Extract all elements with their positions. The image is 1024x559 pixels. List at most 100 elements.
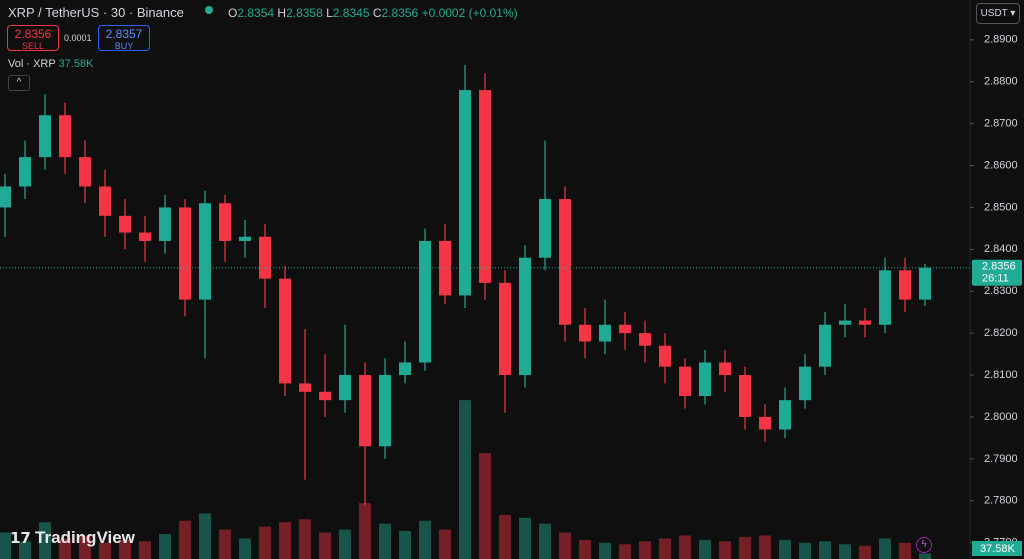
candle-body (19, 157, 31, 187)
candle-body (399, 362, 411, 376)
candle-body (39, 115, 51, 158)
volume-bar (259, 526, 271, 559)
volume-bar (559, 532, 571, 559)
volume-bar (199, 513, 211, 559)
vol-label: Vol · XRP (8, 58, 56, 70)
volume-bar (459, 400, 471, 559)
candle-body (179, 207, 191, 300)
l-value: 2.8345 (332, 6, 370, 20)
candle-body (819, 324, 831, 367)
candle-body (539, 199, 551, 258)
candle-body (139, 232, 151, 241)
candle-body (0, 186, 11, 208)
candle-body (919, 267, 931, 300)
volume-bar (819, 541, 831, 559)
volume-bar (499, 514, 511, 559)
volume-bar (299, 519, 311, 559)
candle-body (79, 157, 91, 187)
volume-bar (39, 522, 51, 559)
volume-bar (439, 529, 451, 559)
y-tick-label: 2.7800 (984, 495, 1018, 507)
change: +0.0002 (+0.01%) (421, 6, 518, 20)
volume-bar (479, 453, 491, 559)
volume-bar (379, 523, 391, 559)
candle-body (579, 324, 591, 342)
l-label: L (326, 6, 333, 20)
volume-bar (799, 542, 811, 559)
candle-body (359, 375, 371, 447)
sell-button[interactable]: 2.8356 SELL (7, 25, 59, 51)
y-tick-label: 2.8900 (984, 34, 1018, 46)
buy-price: 2.8357 (105, 27, 143, 41)
c-label: C (372, 6, 382, 20)
candle-body (859, 320, 871, 325)
candle-body (319, 391, 331, 401)
candle-body (699, 362, 711, 396)
candle-body (759, 416, 771, 430)
countdown: 26:11 (982, 273, 1009, 285)
y-tick-label: 2.8200 (984, 327, 1018, 339)
currency-button[interactable]: USDT ▾ (976, 3, 1020, 24)
logo-text: TradingView (35, 528, 135, 547)
candle-body (519, 257, 531, 376)
volume-bar (0, 532, 11, 559)
volume-bar (399, 531, 411, 559)
candle-body (499, 282, 511, 376)
ohlc: O2.8354 H2.8358 L2.8345 C2.8356 +0.0002 … (228, 6, 518, 20)
symbol[interactable]: XRP / TetherUS · 30 · Binance (8, 5, 184, 20)
volume-bar (579, 539, 591, 559)
y-tick-label: 2.8400 (984, 243, 1018, 255)
volume-bar (919, 553, 931, 559)
candle-body (259, 236, 271, 279)
volume-bar (839, 544, 851, 559)
volume-bar (859, 545, 871, 559)
volume-bar (539, 523, 551, 559)
volume-bar (779, 539, 791, 559)
last-volume-label: 37.58K (980, 543, 1016, 555)
candle-body (299, 383, 311, 392)
last-price-label: 2.8356 (982, 261, 1016, 273)
buy-button[interactable]: 2.8357 BUY (98, 25, 150, 51)
candle-body (99, 186, 111, 216)
candle-body (779, 400, 791, 430)
volume-bar (19, 541, 31, 559)
candle-body (799, 366, 811, 401)
logo: 𝟭𝟳 TradingView (10, 528, 135, 547)
candle-body (219, 203, 231, 241)
y-tick-label: 2.8300 (984, 285, 1018, 297)
volume-bar (319, 532, 331, 559)
y-tick-label: 2.7900 (984, 453, 1018, 465)
candle-body (739, 375, 751, 417)
collapse-button[interactable]: ^ (8, 75, 30, 91)
candle-body (279, 278, 291, 384)
candle-body (839, 320, 851, 325)
volume-bar (519, 517, 531, 559)
volume-bar (119, 539, 131, 559)
candle-body (619, 324, 631, 334)
volume-bar (659, 538, 671, 559)
candle-body (719, 362, 731, 376)
volume-bar (59, 538, 71, 559)
sell-price: 2.8356 (14, 27, 52, 41)
volume-bar (899, 542, 911, 559)
o-value: 2.8354 (237, 6, 275, 20)
y-tick-label: 2.8600 (984, 159, 1018, 171)
candle-body (159, 207, 171, 241)
status-dot (205, 6, 213, 14)
buy-label: BUY (114, 41, 134, 51)
h-label: H (277, 6, 287, 20)
candle-body (379, 375, 391, 447)
candle-body (879, 270, 891, 325)
volume-bar (279, 522, 291, 559)
volume-bar (719, 541, 731, 559)
o-label: O (228, 6, 238, 20)
last-volume-box (972, 541, 1022, 556)
volume-bar (759, 535, 771, 559)
alert-icon[interactable]: ϟ (916, 537, 932, 553)
candle-body (339, 375, 351, 401)
candle-body (199, 203, 211, 300)
volume-bar (679, 535, 691, 559)
volume-bar (239, 538, 251, 559)
